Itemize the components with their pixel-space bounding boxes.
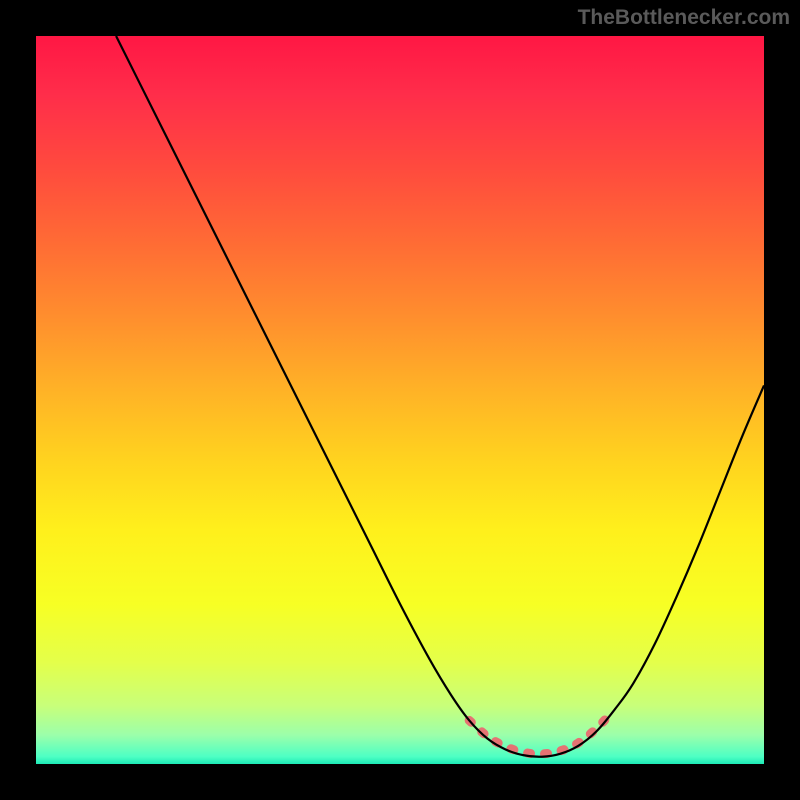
chart-background <box>36 36 764 764</box>
chart-svg <box>0 0 800 800</box>
bottleneck-chart: TheBottlenecker.com <box>0 0 800 800</box>
watermark-text: TheBottlenecker.com <box>578 6 790 30</box>
